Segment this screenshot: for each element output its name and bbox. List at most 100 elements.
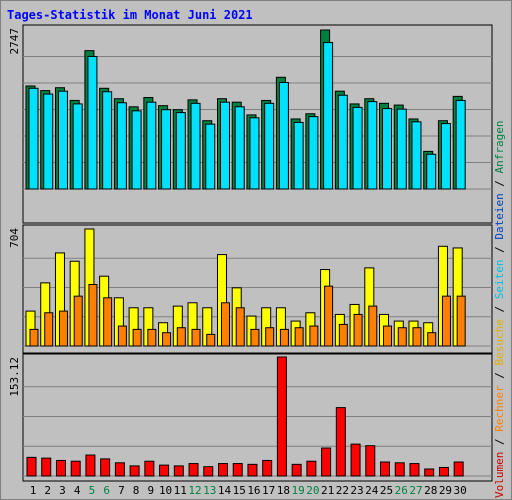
- dateien-bar: [264, 102, 275, 190]
- dateien-bar: [411, 121, 422, 190]
- rechner-bar: [88, 284, 98, 347]
- panel-3-ymax-label: 153.12: [8, 357, 21, 397]
- volumen-bar: [335, 407, 346, 477]
- chart-title: Tages-Statistik im Monat Juni 2021: [7, 8, 253, 22]
- volumen-bar: [26, 456, 37, 477]
- dateien-bar: [116, 102, 127, 190]
- rechner-bar: [338, 323, 348, 347]
- rechner-bar: [309, 325, 319, 347]
- dateien-bar: [455, 99, 466, 190]
- rechner-bar: [147, 328, 157, 347]
- x-tick-label: 29: [439, 484, 452, 497]
- rechner-bar: [265, 327, 275, 347]
- rechner-bar: [206, 333, 216, 347]
- legend-entry: Volumen: [493, 451, 506, 498]
- legend-entry: Anfragen: [493, 120, 506, 174]
- rechner-bar: [412, 327, 422, 347]
- dateien-bar: [28, 87, 39, 190]
- dateien-bar: [396, 108, 407, 190]
- rechner-bar: [117, 325, 127, 347]
- legend-entry: /: [493, 365, 506, 386]
- x-tick-label: 18: [277, 484, 290, 497]
- x-tick-label: 2: [44, 484, 51, 497]
- volumen-bar: [247, 463, 258, 477]
- rechner-bar: [220, 302, 230, 347]
- volumen-bar: [144, 460, 155, 477]
- legend-entry: Rechner: [493, 385, 506, 432]
- rechner-bar: [324, 285, 334, 347]
- volumen-bar: [114, 462, 125, 477]
- x-tick-label: 11: [174, 484, 187, 497]
- volumen-bar: [173, 465, 184, 477]
- dateien-bar: [426, 153, 437, 190]
- rechner-bar: [235, 307, 245, 347]
- x-tick-label: 17: [262, 484, 275, 497]
- legend-entry: /: [493, 299, 506, 320]
- legend-entry: /: [493, 239, 506, 260]
- x-tick-label: 14: [218, 484, 232, 497]
- rechner-bar: [441, 295, 451, 347]
- dateien-bar: [175, 112, 186, 190]
- x-tick-label: 24: [365, 484, 379, 497]
- volumen-bar: [424, 468, 435, 477]
- volumen-bar: [203, 466, 214, 477]
- x-tick-label: 1: [30, 484, 37, 497]
- volumen-bar: [232, 463, 243, 477]
- x-tick-label: 13: [203, 484, 216, 497]
- dateien-bar: [131, 110, 142, 190]
- rechner-bar: [73, 295, 83, 347]
- dateien-bar: [43, 93, 54, 190]
- rechner-bar: [383, 325, 393, 347]
- rechner-bar: [368, 305, 378, 347]
- x-tick-label: 20: [306, 484, 319, 497]
- volumen-bar: [70, 460, 81, 477]
- dateien-bar: [293, 121, 304, 190]
- volumen-bar: [291, 463, 302, 477]
- dateien-bar: [249, 117, 260, 190]
- rechner-bar: [250, 328, 260, 347]
- x-tick-label: 26: [395, 484, 408, 497]
- dateien-bar: [72, 103, 83, 190]
- rechner-bar: [397, 327, 407, 347]
- rechner-bar: [29, 328, 39, 347]
- x-tick-label: 23: [350, 484, 363, 497]
- dateien-bar: [308, 116, 319, 190]
- dateien-bar: [161, 109, 172, 190]
- dateien-bar: [219, 101, 230, 190]
- x-tick-label: 19: [292, 484, 305, 497]
- volumen-bar: [262, 459, 273, 477]
- legend-entry: Seiten: [493, 259, 506, 300]
- volumen-bar: [85, 454, 96, 477]
- x-tick-label: 6: [103, 484, 110, 497]
- volumen-bar: [394, 462, 405, 477]
- x-tick-label: 30: [454, 484, 467, 497]
- dateien-bar: [278, 81, 289, 190]
- volumen-bar: [306, 460, 317, 477]
- rechner-bar: [103, 297, 113, 347]
- volumen-bar: [409, 463, 420, 477]
- volumen-bar: [217, 463, 228, 477]
- panel-1-ymax-label: 2747: [8, 28, 21, 55]
- rechner-bar: [176, 327, 186, 347]
- x-tick-label: 10: [159, 484, 172, 497]
- volumen-bar: [55, 459, 66, 477]
- legend-entry: /: [493, 431, 506, 452]
- dateien-bar: [440, 123, 451, 190]
- x-tick-label: 21: [321, 484, 334, 497]
- volumen-bar: [380, 461, 391, 477]
- dateien-bar: [146, 101, 157, 190]
- x-tick-label: 27: [409, 484, 422, 497]
- rechner-bar: [456, 295, 466, 347]
- dateien-bar: [234, 106, 245, 190]
- x-tick-label: 28: [424, 484, 437, 497]
- rechner-bar: [44, 312, 54, 347]
- dateien-bar: [323, 42, 334, 190]
- dateien-bar: [87, 55, 98, 190]
- dateien-bar: [337, 94, 348, 190]
- rechner-bar: [353, 313, 363, 347]
- rechner-bar: [58, 310, 68, 347]
- rechner-bar: [191, 328, 201, 347]
- x-tick-label: 8: [133, 484, 140, 497]
